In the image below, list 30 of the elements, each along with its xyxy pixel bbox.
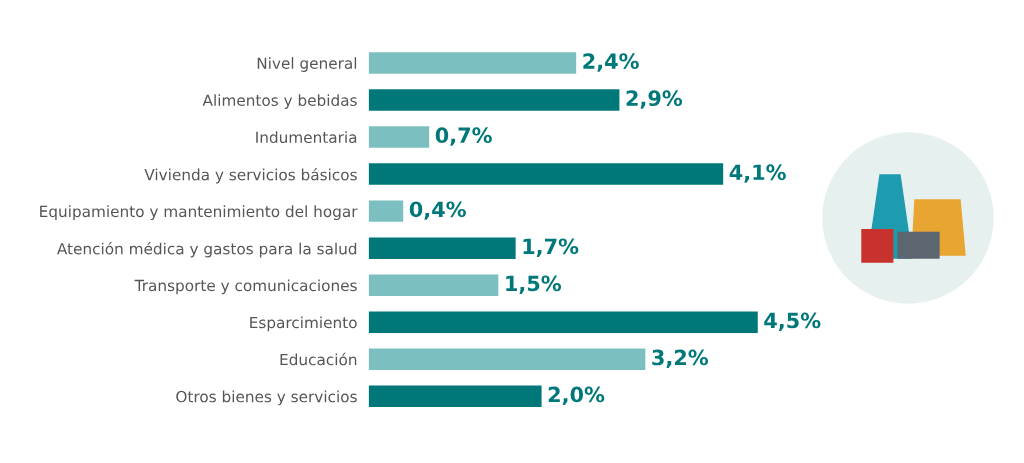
bar — [368, 348, 646, 371]
data-label: 1,7% — [523, 238, 579, 257]
data-label: 2,0% — [548, 386, 605, 406]
bar — [368, 237, 516, 259]
data-label: 1,5% — [506, 275, 562, 294]
bar — [368, 200, 404, 222]
bar — [368, 52, 577, 74]
data-label: 3,2% — [652, 349, 709, 368]
data-label: 4,5% — [764, 312, 821, 331]
y-tick-label: Indumentaria — [256, 131, 357, 144]
bar — [368, 89, 620, 111]
bar — [368, 311, 758, 333]
data-label: 4,1% — [729, 164, 786, 183]
y-tick-label: Nivel general — [257, 57, 357, 72]
bar — [368, 385, 542, 408]
y-tick-label: Alimentos y bebidas — [202, 94, 357, 109]
y-tick-label: Vivienda y servicios básicos — [144, 167, 357, 184]
bar — [368, 163, 724, 185]
y-tick-label: Otros bienes y servicios — [176, 390, 357, 406]
y-tick-label: Educación — [280, 352, 357, 366]
data-label: 2,4% — [583, 53, 639, 72]
bar — [368, 126, 430, 148]
y-tick-label: Equipamiento y mantenimiento del hogar — [40, 205, 358, 221]
y-tick-label: Transporte y comunicaciones — [134, 279, 357, 295]
data-label: 0,7% — [435, 127, 492, 146]
y-tick-label: Esparcimiento — [250, 316, 357, 332]
y-tick-label: Atención médica y gastos para la salud — [56, 242, 357, 258]
bar — [368, 274, 499, 296]
data-label: 2,9% — [626, 90, 683, 109]
data-label: 0,4% — [409, 201, 466, 220]
